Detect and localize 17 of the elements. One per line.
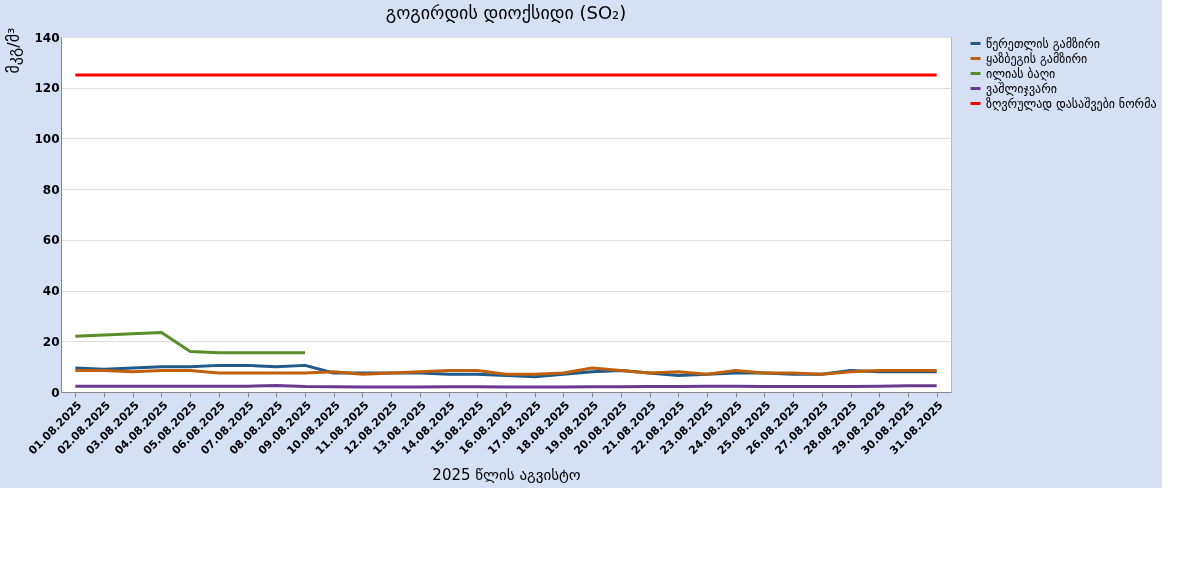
chart-title: გოგირდის დიოქსიდი (SO₂) xyxy=(385,2,627,23)
y-axis-title: მკგ/მ³ xyxy=(3,27,23,74)
y-tick-label: 40 xyxy=(42,284,60,299)
y-tick-label: 120 xyxy=(34,81,60,96)
legend-label: ზღვრულად დასაშვები ნორმა xyxy=(986,96,1157,111)
y-tick-label: 20 xyxy=(42,334,60,349)
line-series xyxy=(73,330,307,355)
x-axis-title: 2025 წლის აგვისტო xyxy=(432,466,581,485)
y-tick-label: 60 xyxy=(42,233,60,248)
legend-label: ვაშლიჯვარი xyxy=(986,81,1057,96)
y-tick-label: 140 xyxy=(34,30,60,45)
legend-label: ყაზბეგის გამზირი xyxy=(986,51,1088,66)
legend-label: წერეთლის გამზირი xyxy=(986,36,1100,51)
y-tick-label: 0 xyxy=(51,385,60,400)
y-tick-label: 100 xyxy=(34,131,60,146)
legend-label: ილიას ბაღი xyxy=(986,66,1056,81)
y-tick-label: 80 xyxy=(42,182,60,197)
